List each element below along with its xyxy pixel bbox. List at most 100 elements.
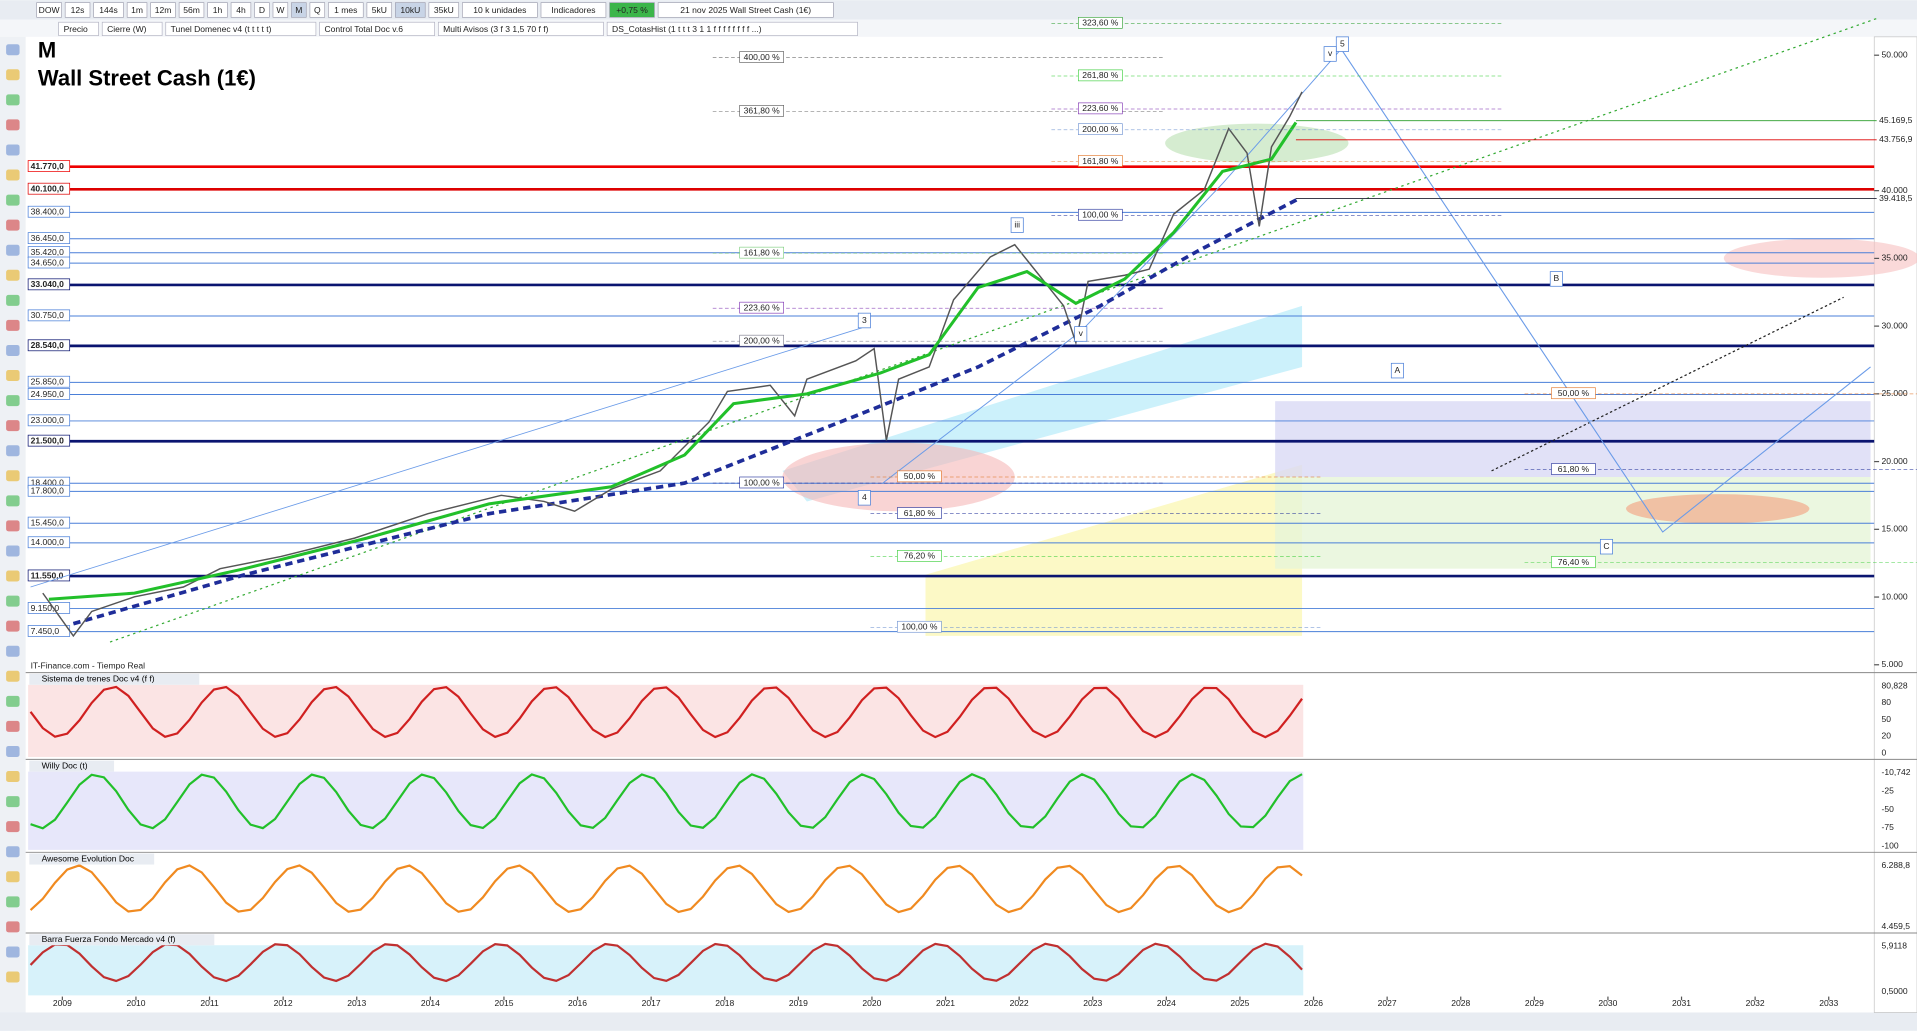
tool-icon[interactable] xyxy=(6,495,20,507)
tool-icon[interactable] xyxy=(6,44,20,56)
tool-icon[interactable] xyxy=(6,545,20,557)
tool-icon[interactable] xyxy=(6,470,20,482)
price-path xyxy=(42,91,1303,638)
toolbar-button[interactable] xyxy=(395,2,426,18)
x-tick-label: 2011 xyxy=(200,998,219,1008)
tool-icon[interactable] xyxy=(6,871,20,883)
toolbar-label: 1m xyxy=(131,5,143,15)
level-label: 24.950,0 xyxy=(31,389,65,399)
tool-icon[interactable] xyxy=(6,169,20,181)
toolbar-button[interactable] xyxy=(207,2,228,18)
tool-icon[interactable] xyxy=(6,219,20,231)
indicator-label: Tunel Domenec v4 (t t t t t) xyxy=(171,24,272,34)
tool-icon[interactable] xyxy=(6,645,20,657)
tool-icon[interactable] xyxy=(6,94,20,106)
indicator-tab[interactable] xyxy=(58,21,99,36)
toolbar-button[interactable] xyxy=(291,2,307,18)
tool-icon[interactable] xyxy=(6,520,20,532)
toolbar-label: 56m xyxy=(183,5,200,15)
level-tag xyxy=(27,414,71,427)
y-tick-label: 10.000 xyxy=(1882,591,1908,601)
x-tick-label: 2017 xyxy=(642,998,661,1008)
tool-icon[interactable] xyxy=(6,319,20,331)
tool-icon[interactable] xyxy=(6,896,20,908)
tool-icon[interactable] xyxy=(6,595,20,607)
toolbar-button[interactable] xyxy=(178,2,205,18)
toolbar-label: D xyxy=(259,5,265,15)
tool-icon[interactable] xyxy=(6,796,20,808)
level-label: 14.000,0 xyxy=(31,537,65,547)
toolbar-button[interactable] xyxy=(230,2,252,18)
toolbar-button[interactable] xyxy=(328,2,364,18)
toolbar-label: 1h xyxy=(213,5,223,15)
toolbar-button[interactable] xyxy=(309,2,326,18)
panel-title: Awesome Evolution Doc xyxy=(42,853,135,863)
toolbar-button[interactable] xyxy=(462,2,538,18)
indicator-tab[interactable] xyxy=(101,21,163,36)
toolbar-button[interactable] xyxy=(93,2,124,18)
period: M xyxy=(38,37,56,62)
indicator-tab[interactable] xyxy=(319,21,435,36)
panel-axis-label: -100 xyxy=(1882,840,1899,850)
tool-icon[interactable] xyxy=(6,294,20,306)
toolbar-button[interactable] xyxy=(657,2,834,18)
tool-icon[interactable] xyxy=(6,194,20,206)
level-label: 9.150,0 xyxy=(31,603,60,613)
tool-icon[interactable] xyxy=(6,821,20,833)
tool-icon[interactable] xyxy=(6,445,20,457)
toolbar-button[interactable] xyxy=(150,2,176,18)
tool-icon[interactable] xyxy=(6,370,20,382)
toolbar-button[interactable] xyxy=(540,2,607,18)
tool-icon[interactable] xyxy=(6,745,20,757)
toolbar-label: 144s xyxy=(99,5,118,15)
tool-icon[interactable] xyxy=(6,921,20,933)
indicator-tab[interactable] xyxy=(437,21,604,36)
tool-icon[interactable] xyxy=(6,570,20,582)
tool-icon[interactable] xyxy=(6,670,20,682)
tool-icon[interactable] xyxy=(6,144,20,156)
x-tick-label: 2020 xyxy=(862,998,881,1008)
tool-icon[interactable] xyxy=(6,620,20,632)
panel-axis-label: 80 xyxy=(1882,697,1892,707)
tool-icon[interactable] xyxy=(6,971,20,983)
x-tick-label: 2027 xyxy=(1378,998,1397,1008)
price-marker-label: 39.418,5 xyxy=(1879,193,1913,203)
toolbar-button[interactable] xyxy=(366,2,393,18)
fib-label: 361,80 % xyxy=(744,106,781,116)
tool-icon[interactable] xyxy=(6,244,20,256)
tool-icon[interactable] xyxy=(6,946,20,958)
indicator-label: DS_CotasHist (1 t t t 3 1 1 f f f f f f … xyxy=(612,24,762,34)
level-label: 18.400,0 xyxy=(31,478,65,488)
fib-tag xyxy=(739,51,784,63)
indicator-tab[interactable] xyxy=(165,21,317,36)
fib-tag xyxy=(897,550,942,562)
tool-icon[interactable] xyxy=(6,846,20,858)
tool-icon[interactable] xyxy=(6,344,20,356)
wave-projection xyxy=(1340,48,1871,533)
toolbar-button[interactable] xyxy=(64,2,91,18)
level-tag xyxy=(27,339,71,352)
wave-label: v xyxy=(1328,48,1333,58)
toolbar-button[interactable] xyxy=(428,2,460,18)
tool-icon[interactable] xyxy=(6,720,20,732)
tool-icon[interactable] xyxy=(6,119,20,131)
fib-tag xyxy=(739,476,784,489)
indicator-tab[interactable] xyxy=(606,21,858,36)
level-label: 36.450,0 xyxy=(31,233,65,243)
x-tick-label: 2025 xyxy=(1230,998,1249,1008)
toolbar-button[interactable] xyxy=(126,2,148,18)
toolbar-label: Q xyxy=(314,5,321,15)
toolbar-button[interactable] xyxy=(609,2,655,18)
tool-icon[interactable] xyxy=(6,695,20,707)
tool-icon[interactable] xyxy=(6,771,20,783)
tool-icon[interactable] xyxy=(6,269,20,281)
fib-label: 100,00 % xyxy=(1082,210,1119,220)
toolbar-button[interactable] xyxy=(272,2,289,18)
level-label: 7.450,0 xyxy=(31,626,60,636)
tool-icon[interactable] xyxy=(6,420,20,432)
toolbar-button[interactable] xyxy=(36,2,62,18)
toolbar-button[interactable] xyxy=(254,2,270,18)
tool-icon[interactable] xyxy=(6,395,20,407)
wave-line xyxy=(882,48,1342,484)
tool-icon[interactable] xyxy=(6,69,20,81)
